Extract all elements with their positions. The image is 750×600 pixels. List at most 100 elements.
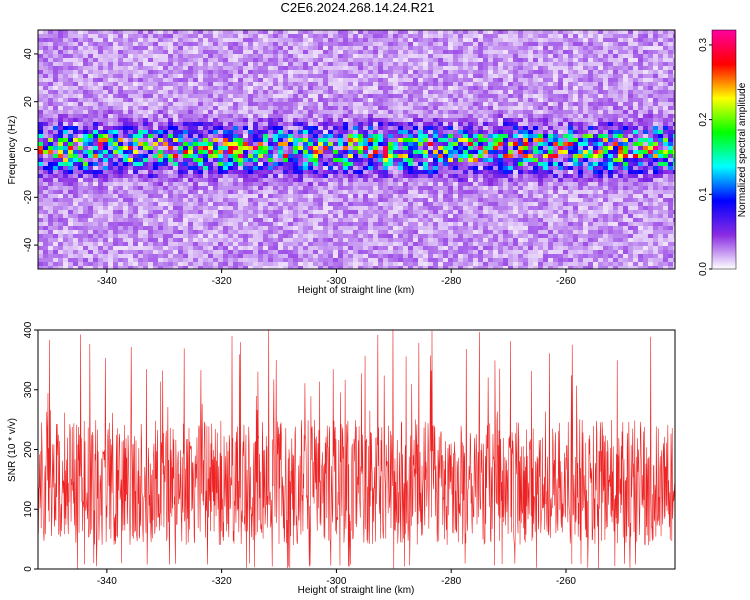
heatmap-cell — [38, 186, 44, 191]
heatmap-cell — [193, 146, 199, 151]
heatmap-cell — [358, 146, 364, 151]
heatmap-cell — [223, 30, 229, 35]
heatmap-cell — [408, 198, 414, 203]
heatmap-cell — [193, 174, 199, 179]
heatmap-cell — [48, 226, 54, 231]
heatmap-cell — [78, 54, 84, 59]
heatmap-cell — [213, 110, 219, 115]
heatmap-cell — [283, 74, 289, 79]
heatmap-cell — [193, 90, 199, 95]
heatmap-cell — [188, 206, 194, 211]
heatmap-cell — [353, 46, 359, 51]
heatmap-cell — [68, 86, 74, 91]
heatmap-cell — [418, 118, 424, 123]
heatmap-cell — [148, 114, 154, 119]
heatmap-cell — [333, 238, 339, 243]
heatmap-cell — [268, 242, 274, 247]
heatmap-cell — [208, 94, 214, 99]
heatmap-cell — [203, 266, 209, 269]
heatmap-cell — [388, 90, 394, 95]
heatmap-cell — [433, 258, 439, 263]
heatmap-cell — [233, 230, 239, 235]
heatmap-cell — [58, 94, 64, 99]
heatmap-cell — [243, 98, 249, 103]
heatmap-cell — [283, 190, 289, 195]
heatmap-cell — [143, 202, 149, 207]
heatmap-cell — [223, 50, 229, 55]
heatmap-cell — [193, 82, 199, 87]
heatmap-cell — [308, 190, 314, 195]
heatmap-cell — [148, 262, 154, 267]
heatmap-cell — [223, 134, 229, 139]
heatmap-cell — [163, 262, 169, 267]
heatmap-cell — [43, 222, 49, 227]
heatmap-cell — [363, 46, 369, 51]
heatmap-cell — [188, 166, 194, 171]
heatmap-cell — [338, 242, 344, 247]
heatmap-cell — [183, 138, 189, 143]
heatmap-cell — [393, 146, 399, 151]
heatmap-cell — [203, 122, 209, 127]
heatmap-cell — [258, 134, 264, 139]
heatmap-cell — [153, 62, 159, 67]
heatmap-cell — [428, 98, 434, 103]
heatmap-cell — [78, 30, 84, 35]
heatmap-cell — [388, 150, 394, 155]
heatmap-cell — [323, 262, 329, 267]
heatmap-cell — [273, 254, 279, 259]
heatmap-cell — [143, 126, 149, 131]
heatmap-cell — [353, 206, 359, 211]
heatmap-cell — [78, 194, 84, 199]
heatmap-cell — [413, 238, 419, 243]
heatmap-cell — [443, 202, 449, 207]
heatmap-cell — [273, 234, 279, 239]
heatmap-cell — [163, 230, 169, 235]
heatmap-cell — [408, 154, 414, 159]
heatmap-cell — [133, 254, 139, 259]
heatmap-cell — [218, 174, 224, 179]
heatmap-cell — [298, 202, 304, 207]
heatmap-cell — [123, 42, 129, 47]
heatmap-cell — [98, 126, 104, 131]
heatmap-cell — [123, 262, 129, 267]
heatmap-cell — [413, 222, 419, 227]
heatmap-cell — [408, 126, 414, 131]
heatmap-cell — [103, 186, 109, 191]
heatmap-cell — [208, 242, 214, 247]
heatmap-cell — [103, 94, 109, 99]
heatmap-cell — [433, 166, 439, 171]
heatmap-cell — [308, 182, 314, 187]
heatmap-cell — [78, 62, 84, 67]
heatmap-cell — [258, 214, 264, 219]
heatmap-cell — [443, 178, 449, 183]
heatmap-cell — [258, 142, 264, 147]
heatmap-cell — [403, 206, 409, 211]
heatmap-cell — [313, 230, 319, 235]
heatmap-cell — [258, 218, 264, 223]
heatmap-cell — [358, 246, 364, 251]
heatmap-cell — [88, 170, 94, 175]
heatmap-cell — [203, 62, 209, 67]
heatmap-cell — [73, 74, 79, 79]
heatmap-cell — [208, 214, 214, 219]
heatmap-cell — [313, 38, 319, 43]
heatmap-cell — [303, 102, 309, 107]
heatmap-cell — [203, 250, 209, 255]
heatmap-cell — [173, 94, 179, 99]
heatmap-cell — [378, 102, 384, 107]
heatmap-cell — [443, 190, 449, 195]
heatmap-cell — [113, 186, 119, 191]
heatmap-cell — [68, 258, 74, 263]
heatmap-cell — [403, 114, 409, 119]
heatmap-cell — [233, 110, 239, 115]
heatmap-cell — [73, 190, 79, 195]
heatmap-cell — [348, 246, 354, 251]
heatmap-cell — [448, 230, 454, 235]
heatmap-cell — [113, 158, 119, 163]
heatmap-cell — [293, 94, 299, 99]
heatmap-cell — [163, 266, 169, 269]
heatmap-cell — [273, 78, 279, 83]
heatmap-cell — [58, 70, 64, 75]
heatmap-cell — [43, 250, 49, 255]
heatmap-cell — [368, 134, 374, 139]
